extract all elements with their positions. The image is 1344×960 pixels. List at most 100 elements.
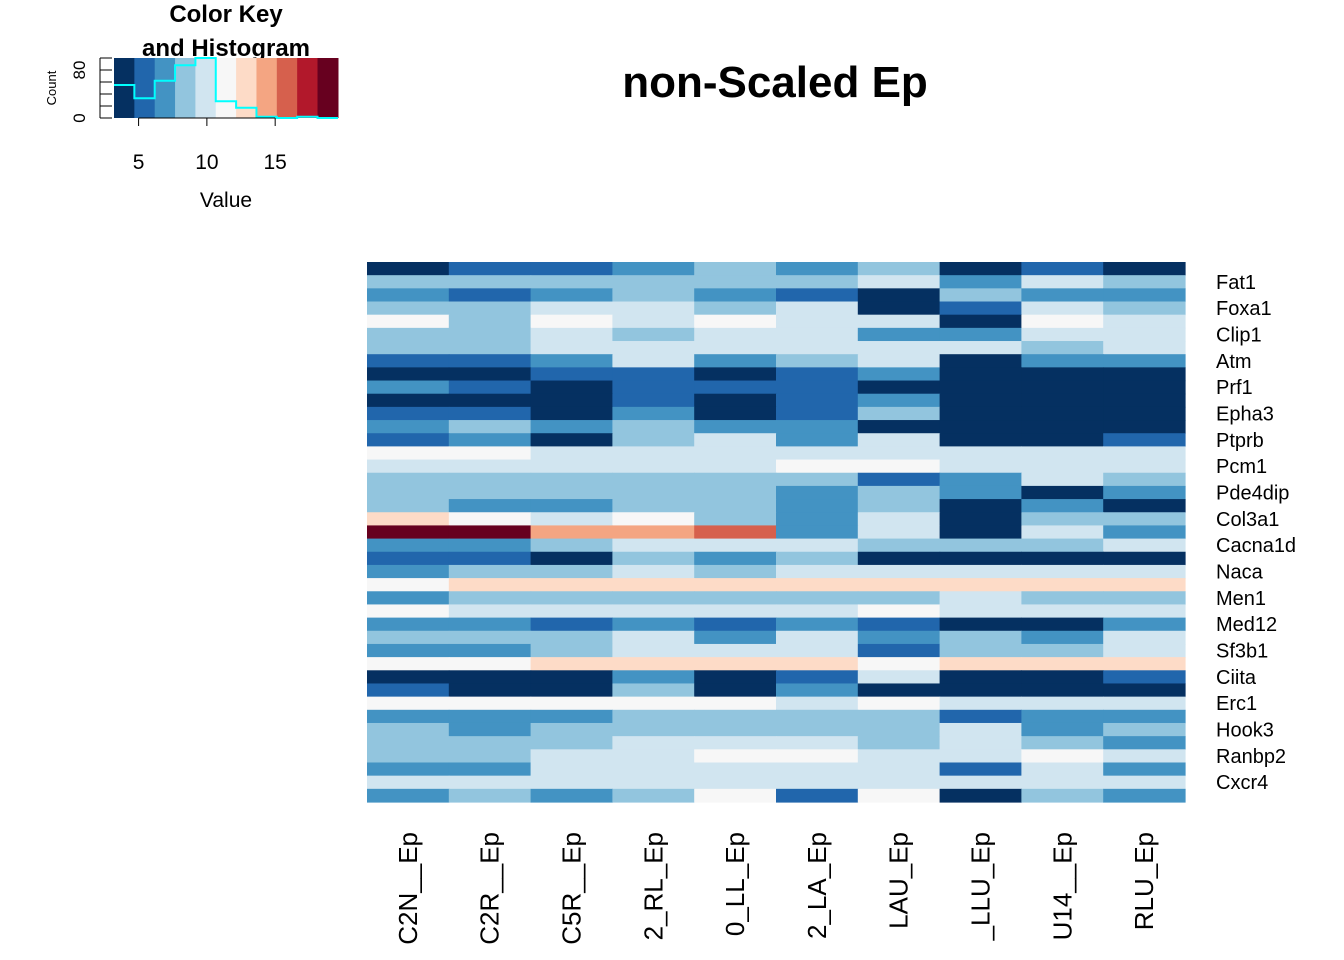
- heatmap-cell: [694, 446, 777, 461]
- heatmap-cell: [448, 327, 532, 342]
- heatmap-cell: [367, 657, 450, 671]
- heatmap-cell: [694, 354, 777, 368]
- heatmap-cell: [857, 604, 941, 619]
- heatmap-cell: [612, 420, 695, 434]
- heatmap-cell: [367, 341, 450, 355]
- heatmap-cell: [694, 657, 777, 671]
- heatmap-cell: [776, 578, 859, 592]
- heatmap-cell: [530, 341, 613, 355]
- heatmap-cell: [776, 696, 859, 711]
- heatmap-cell: [939, 696, 1022, 711]
- heatmap-cell: [694, 775, 777, 790]
- heatmap-cell: [857, 485, 941, 500]
- heatmap-cell: [1021, 775, 1104, 790]
- heatmap-cell: [1103, 380, 1186, 395]
- heatmap-cell: [1103, 762, 1186, 777]
- heatmap-cell: [857, 525, 941, 540]
- heatmap-cell: [448, 617, 532, 632]
- heatmap-cell: [1021, 762, 1104, 777]
- heatmap-cell: [530, 578, 613, 592]
- heatmap-cell: [448, 485, 532, 500]
- heatmap-cell: [694, 736, 777, 750]
- heatmap-cell: [939, 749, 1022, 764]
- heatmap-cell: [694, 670, 777, 685]
- heatmap-cell: [1103, 525, 1186, 540]
- heatmap-cell: [612, 525, 695, 540]
- heatmap-cell: [694, 485, 777, 500]
- heatmap-cell: [448, 722, 532, 737]
- heatmap-cell: [1021, 736, 1104, 750]
- heatmap-cell: [367, 775, 450, 790]
- heatmap-cell: [448, 643, 532, 658]
- heatmap-cell: [1021, 472, 1104, 487]
- heatmap-cell: [1021, 380, 1104, 395]
- heatmap-cell: [612, 604, 695, 619]
- heatmap-cell: [530, 446, 613, 461]
- heatmap-cell: [530, 736, 613, 750]
- color-key-swatch: [256, 58, 278, 118]
- heatmap-cell: [1021, 578, 1104, 592]
- heatmap-cell: [612, 564, 695, 579]
- heatmap-cell: [1103, 485, 1186, 500]
- row-label: Med12: [1216, 614, 1277, 636]
- heatmap-cell: [1021, 393, 1104, 408]
- heatmap-cell: [776, 722, 859, 737]
- row-label: Cacna1d: [1216, 535, 1296, 557]
- heatmap-cell: [367, 380, 450, 395]
- row-label: Clip1: [1216, 324, 1262, 346]
- heatmap-cell: [612, 762, 695, 777]
- row-label: Epha3: [1216, 403, 1274, 425]
- heatmap-cell: [530, 420, 613, 434]
- heatmap-cell: [1103, 314, 1186, 329]
- heatmap-cell: [367, 406, 450, 421]
- heatmap-cell: [694, 564, 777, 579]
- heatmap-cell: [612, 341, 695, 355]
- column-label: 0_LL_Ep: [720, 832, 750, 936]
- heatmap-cell: [448, 578, 532, 592]
- heatmap-cell: [1021, 749, 1104, 764]
- heatmap-cell: [612, 406, 695, 421]
- color-key-y-tick-label: 80: [70, 61, 89, 80]
- heatmap-cell: [1021, 643, 1104, 658]
- row-label: Col3a1: [1216, 509, 1279, 531]
- heatmap-cell: [448, 630, 532, 645]
- heatmap-cell: [530, 775, 613, 790]
- heatmap-cell: [939, 275, 1022, 289]
- heatmap-cell: [1103, 433, 1186, 447]
- heatmap-cell: [612, 380, 695, 395]
- heatmap-cell: [939, 670, 1022, 685]
- column-label: U14__Ep: [1047, 832, 1077, 940]
- heatmap-cell: [1021, 512, 1104, 527]
- heatmap-cell: [367, 564, 450, 579]
- column-label: _LLU_Ep: [966, 832, 996, 941]
- heatmap-cell: [694, 630, 777, 645]
- heatmap-cell: [1021, 788, 1104, 803]
- heatmap-cell: [612, 499, 695, 513]
- row-label: Erc1: [1216, 693, 1257, 715]
- heatmap-cell: [1021, 709, 1104, 724]
- heatmap-cell: [776, 341, 859, 355]
- color-key-x-tick-label: 15: [263, 151, 286, 174]
- heatmap-cell: [448, 525, 532, 540]
- heatmap-cell: [1103, 459, 1186, 474]
- heatmap-cell: [776, 472, 859, 487]
- column-label: C2R__Ep: [475, 832, 505, 945]
- heatmap-cell: [448, 749, 532, 764]
- heatmap-cell: [1021, 459, 1104, 474]
- heatmap-cell: [776, 775, 859, 790]
- heatmap-cell: [448, 393, 532, 408]
- heatmap-cell: [939, 538, 1022, 553]
- heatmap-cell: [939, 380, 1022, 395]
- color-key-swatch: [317, 58, 339, 118]
- color-key-x-axis: 5 10 15: [133, 117, 287, 174]
- heatmap-cell: [448, 591, 532, 606]
- heatmap-cell: [857, 262, 941, 276]
- heatmap-cell: [530, 367, 613, 382]
- heatmap-cell: [612, 696, 695, 711]
- heatmap-cell: [612, 643, 695, 658]
- heatmap-cell: [530, 406, 613, 421]
- heatmap-cell: [448, 420, 532, 434]
- heatmap-cell: [1103, 420, 1186, 434]
- color-key-swatch: [276, 58, 298, 118]
- heatmap-cell: [857, 314, 941, 329]
